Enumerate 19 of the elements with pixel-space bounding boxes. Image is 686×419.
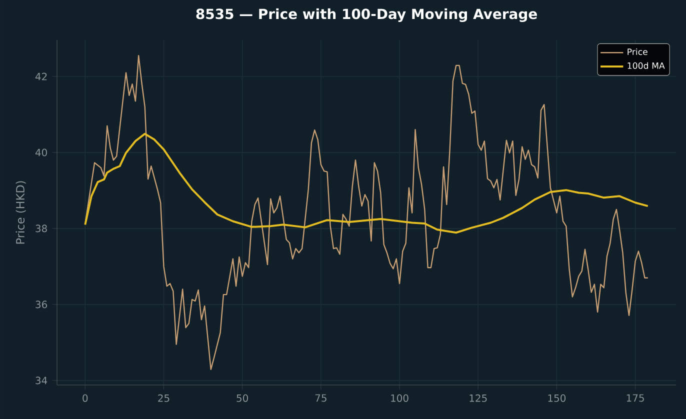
x-tick-label: 0 [82, 394, 88, 402]
x-tick-label: 175 [626, 394, 644, 402]
x-tick-label: 150 [548, 394, 566, 402]
x-tick-label: 100 [391, 394, 408, 402]
y-tick-label: 36 [36, 300, 48, 308]
chart-title: 8535 — Price with 100-Day Moving Average [196, 8, 537, 22]
line-series [84, 54, 648, 370]
line-series [84, 132, 649, 234]
legend-label: Price [628, 48, 648, 56]
x-tick-label: 125 [470, 394, 487, 402]
x-tick-label: 25 [158, 394, 170, 402]
y-tick-label: 40 [35, 148, 47, 156]
y-tick-label: 38 [36, 224, 47, 232]
x-tick-label: 50 [236, 394, 248, 402]
legend-label: 100d MA [628, 62, 665, 69]
y-tick-label: 42 [35, 72, 47, 80]
y-tick-label: 34 [36, 376, 48, 384]
y-axis-title: Price (HKD) [16, 181, 26, 244]
x-tick-label: 75 [315, 394, 326, 402]
